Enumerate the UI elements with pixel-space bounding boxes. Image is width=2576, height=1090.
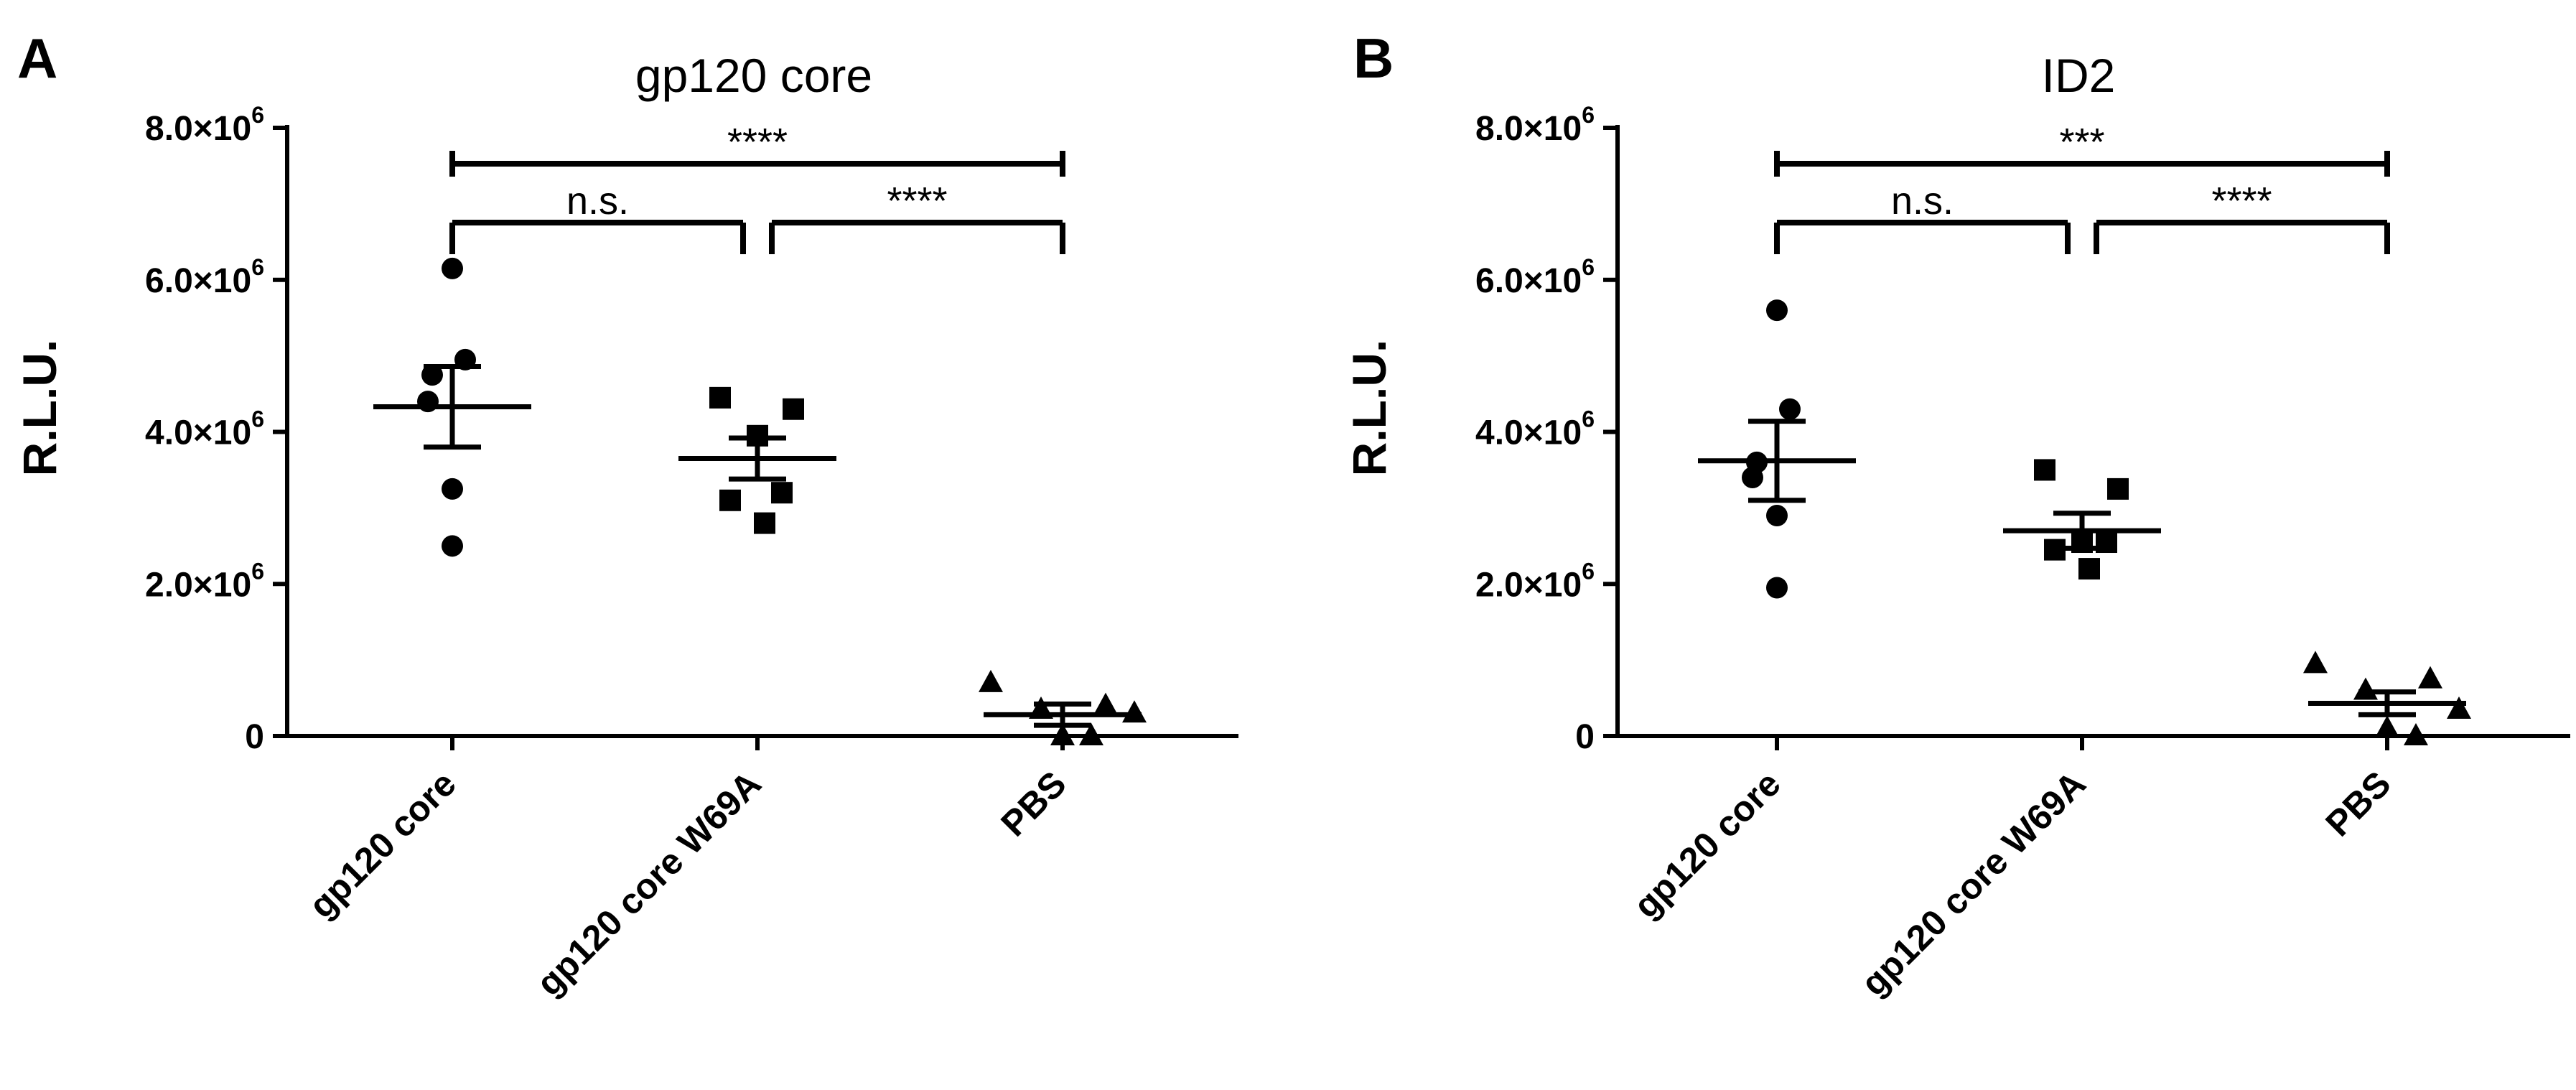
panel-b-point-square — [2107, 478, 2129, 500]
panel-b-point-circle — [1779, 398, 1801, 420]
panel-a-y-axis-label: R.L.U. — [13, 340, 66, 477]
panel-a-y-tick-label: 6.0×106 — [145, 254, 264, 300]
panel-b-letter: B — [1353, 27, 1394, 90]
panel-a-point-circle — [442, 257, 463, 279]
panel-b-y-tick-label: 4.0×106 — [1475, 406, 1595, 452]
panel-b-point-square — [2078, 558, 2100, 580]
panel-b-plot: 0 2.0×106 4.0×106 6.0×106 8.0×106 gp120 core g… — [1475, 102, 2570, 1004]
panel-b-point-circle — [1742, 467, 1763, 489]
panel-a-significance-bracket — [449, 151, 1065, 177]
panel-b-x-tick-label: PBS — [2318, 763, 2398, 844]
panel-a-point-triangle — [979, 669, 1003, 692]
panel-b-point-circle — [1766, 504, 1788, 526]
panel-a-x-tick-label: gp120 core W69A — [528, 763, 768, 1003]
panel-b-title: ID2 — [2042, 49, 2116, 102]
panel-a-significance-bracket — [449, 220, 746, 254]
panel-a-point-triangle — [1122, 700, 1147, 723]
panel-a-point-square — [771, 482, 793, 504]
panel-a-y-tick-label: 8.0×106 — [145, 102, 264, 148]
panel-b-x-tick-label: gp120 core — [1625, 763, 1788, 926]
panel-b-significance-label: n.s. — [1891, 180, 1954, 223]
panel-b-significance-label: *** — [2059, 121, 2104, 164]
panel-b-point-triangle — [2375, 715, 2399, 738]
panel-b-significance-bracket — [1774, 151, 2390, 177]
panel-b-y-tick-label: 6.0×106 — [1475, 254, 1595, 300]
panel-a-plot: 0 2.0×106 4.0×106 6.0×106 8.0×106 gp120 core g… — [145, 102, 1238, 1004]
panel-a-point-circle — [421, 364, 443, 386]
panel-a-x-tick-label: gp120 core — [301, 763, 463, 926]
panel-a-significance-label: **** — [887, 180, 947, 223]
panel-b-y-tick-label: 8.0×106 — [1475, 102, 1595, 148]
panel-b-point-triangle — [2418, 666, 2442, 689]
panel-a-y-tick-label: 2.0×106 — [145, 558, 264, 604]
panel-b-point-triangle — [2353, 677, 2378, 700]
panel-a-point-circle — [442, 535, 463, 557]
panel-a-point-triangle — [1079, 723, 1103, 745]
panel-a-y-tick-label: 0 — [245, 718, 264, 756]
panel-b-x-tick-label: gp120 core W69A — [1853, 763, 2093, 1003]
panel-a-point-square — [709, 386, 731, 409]
panel-b-point-triangle — [2404, 723, 2428, 745]
panel-a-point-square — [754, 512, 775, 534]
panel-b-significance-bracket — [1774, 220, 2071, 254]
panel-a-x-tick-label: PBS — [993, 763, 1073, 844]
panel-b-significance-label: **** — [2211, 180, 2272, 223]
panel-b-point-circle — [1766, 577, 1788, 599]
panel-b-y-tick-label: 0 — [1575, 718, 1595, 756]
panel-a-point-square — [719, 489, 741, 511]
panel-a-point-circle — [442, 478, 463, 500]
panel-a-significance-label: n.s. — [566, 180, 629, 223]
panel-b: B ID2 R.L.U. 0 2.0×106 4.0×106 6.0×106 8.0×1… — [1343, 27, 2570, 1004]
panel-a-letter: A — [17, 27, 57, 90]
panel-b-point-triangle — [2303, 651, 2328, 674]
panel-a-y-tick-label: 4.0×106 — [145, 406, 264, 452]
panel-a: A gp120 core R.L.U. 0 2.0×106 4.0×106 6.0×1… — [13, 27, 1238, 1004]
panel-b-point-circle — [1766, 299, 1788, 322]
panel-b-y-tick-label: 2.0×106 — [1475, 558, 1595, 604]
panel-a-significance-bracket — [769, 220, 1065, 254]
panel-b-y-axis-label: R.L.U. — [1343, 340, 1396, 477]
panel-a-title: gp120 core — [635, 49, 872, 102]
panel-a-point-triangle — [1050, 723, 1075, 745]
panel-a-point-square — [783, 398, 804, 420]
panel-a-significance-label: **** — [727, 121, 788, 164]
panel-a-point-triangle — [1093, 692, 1118, 715]
panel-b-point-square — [2034, 459, 2055, 481]
panel-b-significance-bracket — [2094, 220, 2390, 254]
panel-b-point-triangle — [2447, 696, 2471, 719]
